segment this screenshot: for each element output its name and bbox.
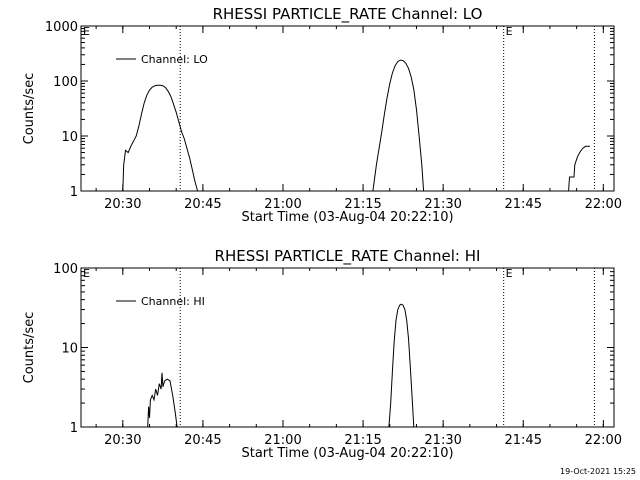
chart-title: RHESSI PARTICLE_RATE Channel: LO (213, 5, 483, 24)
x-tick-label: 20:45 (184, 433, 221, 448)
lo-channel-panel: RHESSI PARTICLE_RATE Channel: LO 20:30 20:… (22, 5, 622, 225)
corner-event-label: E (83, 25, 90, 38)
event-marker-label: E (506, 267, 513, 280)
series-line (568, 145, 590, 192)
event-marker-label: E (506, 25, 513, 38)
x-tick-label: 21:30 (424, 433, 461, 448)
x-tick-label: 20:30 (104, 197, 141, 212)
x-tick-label: 21:00 (264, 197, 301, 212)
y-tick-label: 100 (53, 262, 78, 277)
x-tick-label: 21:15 (344, 433, 381, 448)
y-tick-label: 1 (70, 185, 78, 200)
series-line (388, 303, 415, 428)
plot-frame (80, 267, 615, 428)
series-line (147, 372, 178, 428)
x-tick-label: 20:30 (104, 433, 141, 448)
series-line (372, 59, 425, 192)
x-axis-label: Start Time (03-Aug-04 20:22:10) (241, 446, 453, 461)
y-axis-label: Counts/sec (22, 73, 37, 145)
y-tick-label: 1 (70, 421, 78, 436)
x-tick-label: 20:45 (184, 197, 221, 212)
y-axis-label: Counts/sec (22, 312, 37, 384)
plot-frame (80, 25, 615, 192)
x-tick-label: 21:15 (344, 197, 381, 212)
y-tick-label: 10 (61, 130, 78, 145)
y-tick-label: 10 (61, 342, 78, 357)
x-tick-label: 21:45 (505, 197, 542, 212)
chart-title: RHESSI PARTICLE_RATE Channel: HI (215, 247, 481, 266)
hi-channel-panel: RHESSI PARTICLE_RATE Channel: HI 20:30 20:… (22, 247, 622, 461)
x-tick-label: 22:00 (585, 197, 622, 212)
x-tick-label: 21:30 (424, 197, 461, 212)
x-axis-label: Start Time (03-Aug-04 20:22:10) (241, 210, 453, 225)
corner-event-label: E (83, 267, 90, 280)
x-tick-label: 22:00 (585, 433, 622, 448)
footer-timestamp: 19-Oct-2021 15:25 (560, 467, 636, 476)
legend-label: Channel: LO (141, 53, 208, 66)
y-tick-label: 1000 (45, 20, 78, 35)
legend-label: Channel: HI (141, 295, 205, 308)
series-line (122, 84, 199, 192)
x-tick-label: 21:45 (505, 433, 542, 448)
x-tick-label: 21:00 (264, 433, 301, 448)
y-tick-label: 100 (53, 75, 78, 90)
